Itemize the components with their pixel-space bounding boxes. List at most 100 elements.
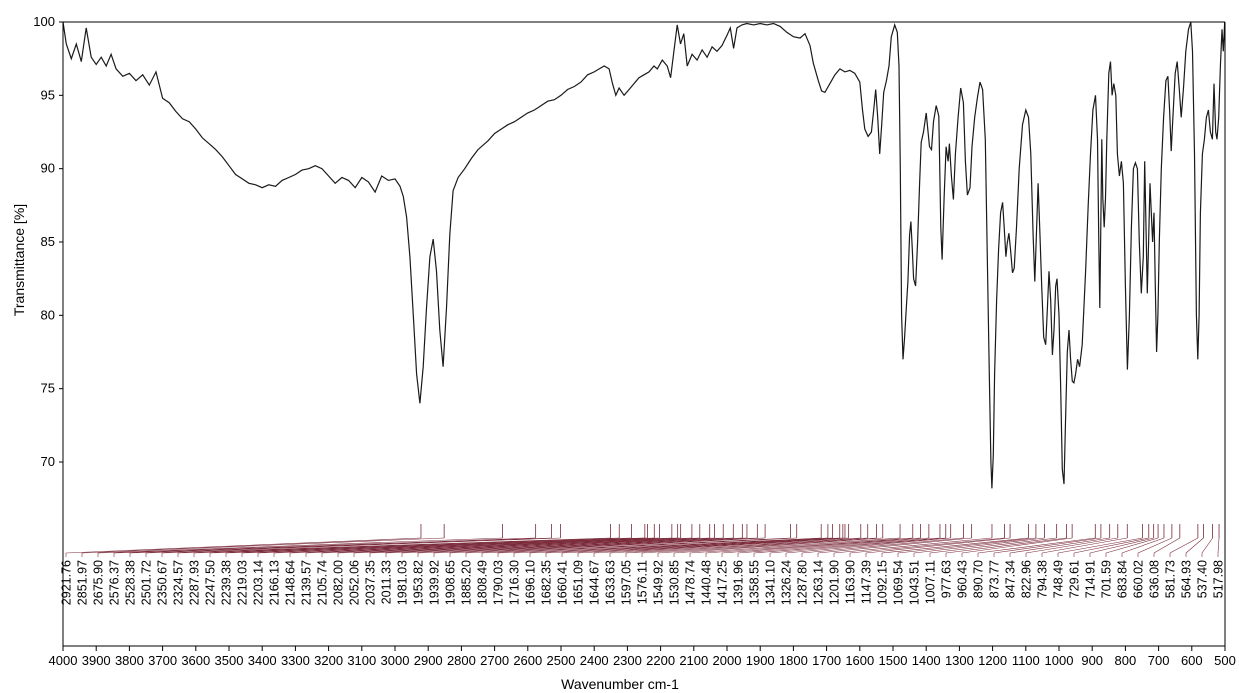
peak-label: 2675.90 <box>92 560 106 605</box>
peak-label: 660.02 <box>1132 560 1146 598</box>
peak-label: 1908.65 <box>444 560 458 605</box>
peak-label: 537.40 <box>1196 560 1210 598</box>
x-tick-label: 3300 <box>281 653 310 668</box>
peak-label: 1790.03 <box>492 560 506 605</box>
peak-marker-connector <box>113 537 536 554</box>
peak-label: 1939.92 <box>428 560 442 605</box>
peak-label: 2528.38 <box>124 560 138 605</box>
x-tick-label: 3500 <box>215 653 244 668</box>
peak-marker-connector <box>145 537 561 554</box>
x-tick-label: 2000 <box>713 653 742 668</box>
peak-label: 1147.39 <box>860 560 874 604</box>
peak-label: 683.84 <box>1116 560 1130 598</box>
x-tick-label: 700 <box>1148 653 1170 668</box>
peak-label: 1633.63 <box>604 560 618 605</box>
x-tick-label: 3800 <box>115 653 144 668</box>
x-tick-label: 3400 <box>248 653 277 668</box>
x-tick-label: 500 <box>1214 653 1236 668</box>
peak-marker-connector <box>753 537 940 554</box>
peak-label: 2921.76 <box>60 560 74 605</box>
peak-label: 581.73 <box>1164 560 1178 598</box>
peak-marker-connector <box>801 537 964 554</box>
peak-marker-connector <box>737 537 929 554</box>
peak-marker-connector <box>641 537 868 554</box>
peak-marker-connector <box>993 537 1101 554</box>
peak-label: 1043.51 <box>908 560 922 605</box>
peak-marker-connector <box>1185 537 1204 554</box>
x-tick-label: 2800 <box>447 653 476 668</box>
peak-label: 564.93 <box>1180 560 1194 598</box>
peak-label: 873.77 <box>988 560 1002 598</box>
x-tick-label: 2200 <box>646 653 675 668</box>
x-tick-label: 2900 <box>414 653 443 668</box>
peak-label: 517.98 <box>1212 560 1226 598</box>
peak-marker-lines <box>65 524 1220 557</box>
peak-label: 1576.11 <box>636 560 650 604</box>
peak-marker-connector <box>401 537 734 554</box>
peak-marker-connector <box>961 537 1073 554</box>
peak-label: 847.34 <box>1004 560 1018 598</box>
peak-marker-connector <box>1105 537 1159 554</box>
peak-marker-connector <box>321 537 692 554</box>
x-tick-label: 2300 <box>613 653 642 668</box>
peak-marker-connector <box>161 537 611 554</box>
y-tick-label: 100 <box>33 14 55 29</box>
peak-label: 2247.50 <box>204 560 218 605</box>
x-tick-label: 2100 <box>679 653 708 668</box>
x-tick-label: 2700 <box>480 653 509 668</box>
peak-label: 1644.67 <box>588 560 602 605</box>
x-tick-label: 1000 <box>1045 653 1074 668</box>
x-tick-label: 3000 <box>381 653 410 668</box>
peak-label: 2166.13 <box>268 560 282 605</box>
peak-label: 2501.72 <box>140 560 154 605</box>
peak-label: 2219.03 <box>236 560 250 605</box>
peak-label: 1326.24 <box>780 560 794 605</box>
peak-label: 729.61 <box>1068 560 1082 598</box>
peak-marker-connector <box>129 537 552 554</box>
peak-marker-connector <box>705 537 913 554</box>
peak-marker-connector <box>673 537 883 554</box>
peak-marker-connector <box>545 537 833 554</box>
peak-marker-connector <box>385 537 724 554</box>
x-tick-label: 4000 <box>49 653 78 668</box>
peak-marker-connector <box>497 537 797 554</box>
y-tick-label: 85 <box>41 234 55 249</box>
x-tick-label: 1100 <box>1012 653 1040 668</box>
peak-label: 2576.37 <box>108 560 122 605</box>
y-tick-label: 95 <box>41 87 55 102</box>
peak-label: 2287.93 <box>188 560 202 605</box>
x-tick-label: 3100 <box>347 653 376 668</box>
x-tick-label: 3900 <box>82 653 111 668</box>
peak-marker-connector <box>625 537 861 554</box>
peak-marker-connector <box>81 537 445 554</box>
peak-marker-connector <box>913 537 1045 554</box>
peak-marker-connector <box>1073 537 1149 554</box>
x-tick-label: 2600 <box>513 653 542 668</box>
peak-label: 1660.41 <box>556 560 570 605</box>
peak-label: 2350.67 <box>156 560 170 605</box>
y-axis-ticks: 70 75 80 85 90 95 100 <box>33 14 63 469</box>
peak-marker-connector <box>1041 537 1128 554</box>
peak-label: 2052.06 <box>348 560 362 605</box>
peak-labels: 2921.76 2851.97 2675.90 2576.37 2528.38 2501.… <box>60 560 1226 605</box>
peak-label: 2082.00 <box>332 560 346 605</box>
peak-label: 2037.35 <box>364 560 378 605</box>
peak-marker-connector <box>305 537 681 554</box>
peak-marker-connector <box>513 537 822 554</box>
x-tick-label: 1900 <box>746 653 775 668</box>
peak-marker-connector <box>897 537 1036 554</box>
peak-marker-connector <box>369 537 715 554</box>
y-tick-label: 70 <box>41 454 55 469</box>
peak-marker-connector <box>481 537 791 554</box>
peak-label: 977.63 <box>940 560 954 598</box>
peak-label: 1885.20 <box>460 560 474 605</box>
peak-label: 2324.57 <box>172 560 186 605</box>
peak-marker-connector <box>65 537 421 554</box>
x-tick-label: 1800 <box>779 653 808 668</box>
peak-marker-connector <box>1025 537 1118 554</box>
peak-marker-connector <box>433 537 747 554</box>
peak-marker-connector <box>977 537 1096 554</box>
peak-label: 890.70 <box>972 560 986 598</box>
peak-label: 636.08 <box>1148 560 1162 598</box>
peak-label: 2851.97 <box>76 560 90 605</box>
